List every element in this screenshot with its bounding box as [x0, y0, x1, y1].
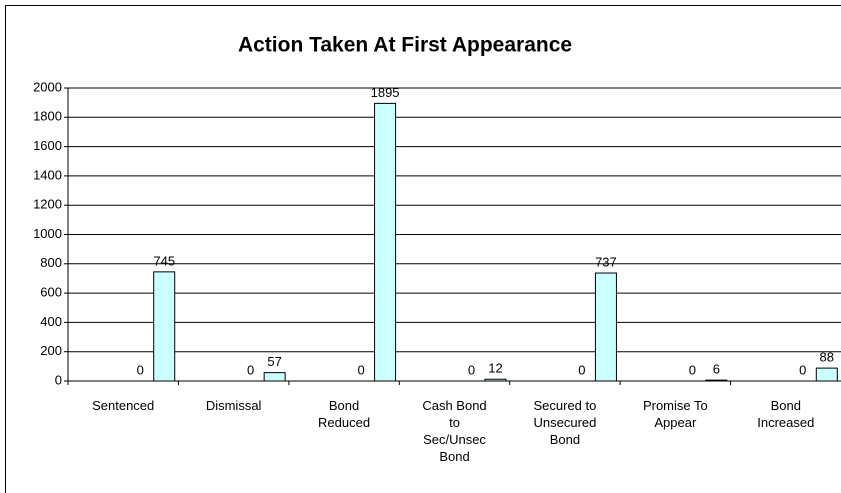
value-label: 0 — [247, 362, 254, 377]
value-label: 745 — [153, 253, 175, 268]
bar — [815, 367, 838, 382]
x-tick-label: Bond Increased — [757, 398, 815, 430]
x-tick-label: Bond Reduced — [318, 398, 371, 430]
value-label: 737 — [595, 254, 617, 269]
x-tick-label: Cash Bond to Sec/Unsec Bond — [422, 398, 487, 464]
bar — [594, 272, 617, 382]
bar — [374, 102, 397, 382]
x-tick-label: Promise To Appear — [642, 398, 708, 430]
value-label: 0 — [578, 362, 585, 377]
y-tick-label: 1400 — [33, 167, 62, 182]
x-tick-label: Sentenced — [92, 398, 155, 413]
x-tick-label: Dismissal — [205, 398, 262, 413]
value-label: 0 — [799, 362, 806, 377]
value-label: 1895 — [371, 85, 400, 100]
bar — [263, 372, 286, 382]
x-tick-label: Secured to Unsecured Bond — [533, 398, 597, 447]
y-tick-label: 400 — [40, 314, 62, 329]
y-tick-label: 600 — [40, 285, 62, 300]
value-label: 0 — [468, 362, 475, 377]
y-tick-label: 1200 — [33, 197, 62, 212]
value-label: 0 — [357, 362, 364, 377]
y-tick-label: 1800 — [33, 109, 62, 124]
y-tick-label: 2000 — [33, 79, 62, 94]
value-label: 12 — [488, 361, 502, 376]
value-label: 57 — [267, 354, 281, 369]
y-tick-label: 1000 — [33, 226, 62, 241]
chart-title: Action Taken At First Appearance — [238, 34, 572, 57]
value-label: 0 — [137, 362, 144, 377]
y-tick-label: 200 — [40, 343, 62, 358]
y-tick-label: 800 — [40, 255, 62, 270]
bar — [153, 271, 176, 382]
y-tick-label: 1600 — [33, 138, 62, 153]
frame — [5, 5, 841, 493]
y-tick-label: 0 — [55, 372, 62, 387]
value-label: 88 — [820, 350, 834, 365]
value-label: 0 — [689, 362, 696, 377]
value-label: 6 — [713, 362, 720, 377]
